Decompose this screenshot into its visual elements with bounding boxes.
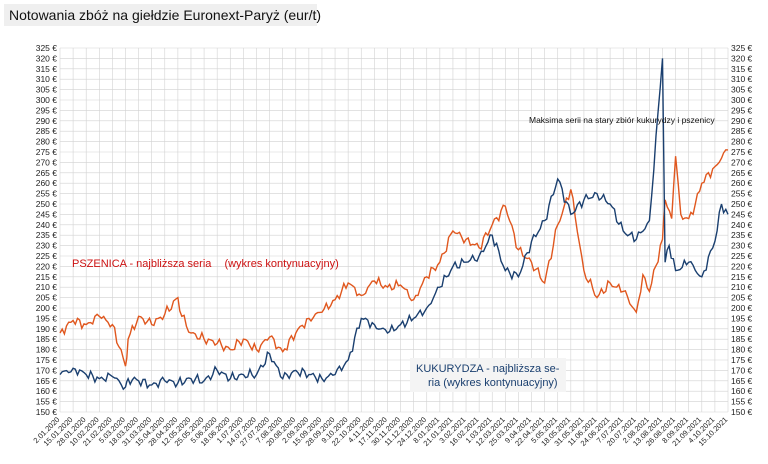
y-tick-label-left: 150 € — [36, 407, 58, 417]
y-tick-label-left: 295 € — [36, 105, 58, 115]
y-tick-label-right: 200 € — [731, 303, 753, 313]
y-tick-label-left: 190 € — [36, 324, 58, 334]
y-tick-label-left: 320 € — [36, 53, 58, 63]
y-tick-label-right: 250 € — [731, 199, 753, 209]
y-tick-label-right: 300 € — [731, 95, 753, 105]
y-tick-label-right: 325 € — [731, 43, 753, 53]
y-tick-label-left: 220 € — [36, 261, 58, 271]
y-tick-label-right: 160 € — [731, 386, 753, 396]
y-tick-label-right: 150 € — [731, 407, 753, 417]
y-tick-label-right: 205 € — [731, 293, 753, 303]
y-tick-label-left: 230 € — [36, 241, 58, 251]
y-tick-label-right: 225 € — [731, 251, 753, 261]
y-tick-label-right: 185 € — [731, 334, 753, 344]
y-tick-label-right: 220 € — [731, 261, 753, 271]
grid — [59, 47, 729, 413]
series-label-corn-background — [410, 358, 566, 392]
y-tick-label-left: 270 € — [36, 157, 58, 167]
y-tick-label-right: 240 € — [731, 220, 753, 230]
y-tick-label-left: 260 € — [36, 178, 58, 188]
y-tick-label-left: 200 € — [36, 303, 58, 313]
y-tick-label-right: 280 € — [731, 137, 753, 147]
series-label-corn-line1: KUKURYDZA - najbliższa se- — [416, 363, 560, 375]
y-tick-label-right: 275 € — [731, 147, 753, 157]
y-tick-label-left: 185 € — [36, 334, 58, 344]
y-tick-label-left: 165 € — [36, 376, 58, 386]
y-tick-label-right: 195 € — [731, 313, 753, 323]
y-tick-label-right: 165 € — [731, 376, 753, 386]
y-tick-label-right: 180 € — [731, 345, 753, 355]
y-tick-label-right: 175 € — [731, 355, 753, 365]
y-tick-label-right: 170 € — [731, 365, 753, 375]
y-tick-label-left: 170 € — [36, 365, 58, 375]
y-tick-label-right: 285 € — [731, 126, 753, 136]
y-tick-label-left: 235 € — [36, 230, 58, 240]
annotation-maxima: Maksima serii na stary zbiór kukurydzy i… — [529, 115, 715, 125]
y-tick-label-left: 205 € — [36, 293, 58, 303]
y-tick-label-right: 305 € — [731, 85, 753, 95]
y-tick-label-right: 290 € — [731, 116, 753, 126]
x-axis: 2.01.202015.01.202028.01.202010.02.20202… — [31, 415, 729, 448]
y-tick-label-left: 180 € — [36, 345, 58, 355]
y-tick-label-right: 230 € — [731, 241, 753, 251]
y-tick-label-right: 215 € — [731, 272, 753, 282]
y-tick-label-right: 255 € — [731, 189, 753, 199]
y-tick-label-left: 175 € — [36, 355, 58, 365]
y-tick-label-right: 210 € — [731, 282, 753, 292]
chart-title: Notowania zbóż na giełdzie Euronext-Pary… — [9, 7, 321, 23]
y-tick-label-left: 300 € — [36, 95, 58, 105]
y-tick-label-left: 325 € — [36, 43, 58, 53]
y-tick-label-left: 155 € — [36, 397, 58, 407]
y-tick-label-right: 310 € — [731, 74, 753, 84]
y-tick-label-right: 235 € — [731, 230, 753, 240]
y-tick-label-left: 255 € — [36, 189, 58, 199]
y-tick-label-right: 190 € — [731, 324, 753, 334]
series-label-wheat-suffix: (wykres kontynuacyjny) — [224, 258, 338, 270]
y-tick-label-left: 290 € — [36, 116, 58, 126]
y-tick-label-right: 260 € — [731, 178, 753, 188]
y-tick-label-right: 265 € — [731, 168, 753, 178]
y-tick-label-left: 310 € — [36, 74, 58, 84]
y-tick-label-right: 320 € — [731, 53, 753, 63]
y-tick-label-right: 315 € — [731, 64, 753, 74]
title-background — [4, 4, 317, 26]
y-tick-label-right: 295 € — [731, 105, 753, 115]
y-tick-label-left: 160 € — [36, 386, 58, 396]
y-tick-label-left: 195 € — [36, 313, 58, 323]
y-tick-label-left: 245 € — [36, 209, 58, 219]
series-label-corn-line2: ria (wykres kontynuacyjny) — [428, 377, 558, 389]
y-tick-label-left: 240 € — [36, 220, 58, 230]
y-axis-left: 150 €155 €160 €165 €170 €175 €180 €185 €… — [36, 43, 58, 417]
y-tick-label-left: 225 € — [36, 251, 58, 261]
y-tick-label-right: 270 € — [731, 157, 753, 167]
y-tick-label-left: 215 € — [36, 272, 58, 282]
y-tick-label-left: 280 € — [36, 137, 58, 147]
y-tick-label-left: 275 € — [36, 147, 58, 157]
y-tick-label-left: 265 € — [36, 168, 58, 178]
series-line-wheat — [59, 149, 729, 367]
series-line-corn — [59, 58, 729, 391]
y-tick-label-left: 210 € — [36, 282, 58, 292]
y-tick-label-right: 155 € — [731, 397, 753, 407]
series-label-wheat: PSZENICA - najbliższa seria (wykres kont… — [72, 258, 339, 270]
y-axis-right: 150 €155 €160 €165 €170 €175 €180 €185 €… — [731, 43, 753, 417]
y-tick-label-left: 285 € — [36, 126, 58, 136]
y-tick-label-left: 305 € — [36, 85, 58, 95]
y-tick-label-left: 315 € — [36, 64, 58, 74]
y-tick-label-right: 245 € — [731, 209, 753, 219]
y-tick-label-left: 250 € — [36, 199, 58, 209]
series-label-wheat-name: PSZENICA - najbliższa seria — [72, 258, 212, 270]
